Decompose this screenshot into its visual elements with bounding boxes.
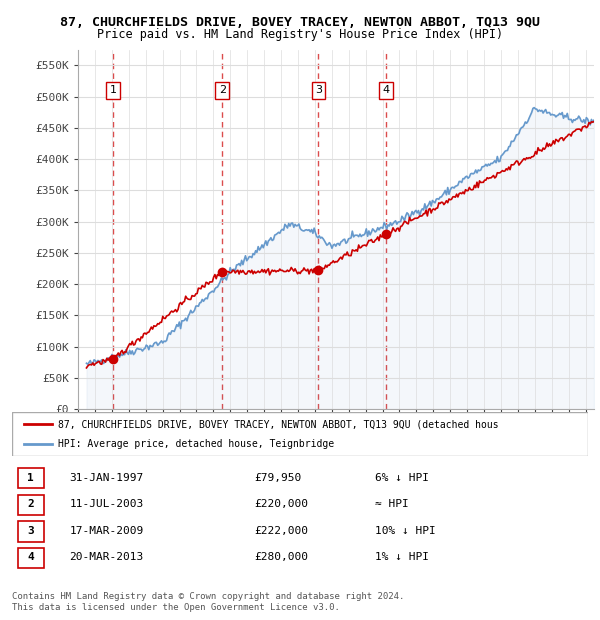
- Text: 3: 3: [315, 86, 322, 95]
- Text: ≈ HPI: ≈ HPI: [375, 499, 409, 509]
- Text: 2: 2: [28, 499, 34, 509]
- Text: 4: 4: [383, 86, 390, 95]
- Text: 10% ↓ HPI: 10% ↓ HPI: [375, 526, 436, 536]
- Text: 4: 4: [28, 552, 34, 562]
- Text: 31-JAN-1997: 31-JAN-1997: [70, 472, 144, 482]
- Text: Contains HM Land Registry data © Crown copyright and database right 2024.
This d: Contains HM Land Registry data © Crown c…: [12, 592, 404, 611]
- Text: £220,000: £220,000: [254, 499, 308, 509]
- Text: 20-MAR-2013: 20-MAR-2013: [70, 552, 144, 562]
- Text: £280,000: £280,000: [254, 552, 308, 562]
- FancyBboxPatch shape: [18, 521, 44, 542]
- Text: 3: 3: [28, 526, 34, 536]
- FancyBboxPatch shape: [12, 412, 588, 456]
- FancyBboxPatch shape: [18, 495, 44, 515]
- Text: 2: 2: [219, 86, 226, 95]
- Text: £222,000: £222,000: [254, 526, 308, 536]
- Text: 1: 1: [110, 86, 116, 95]
- Text: 87, CHURCHFIELDS DRIVE, BOVEY TRACEY, NEWTON ABBOT, TQ13 9QU: 87, CHURCHFIELDS DRIVE, BOVEY TRACEY, NE…: [60, 16, 540, 29]
- Text: £79,950: £79,950: [254, 472, 301, 482]
- Text: 1% ↓ HPI: 1% ↓ HPI: [375, 552, 429, 562]
- Text: 1: 1: [28, 472, 34, 482]
- Text: HPI: Average price, detached house, Teignbridge: HPI: Average price, detached house, Teig…: [58, 438, 334, 448]
- Text: 17-MAR-2009: 17-MAR-2009: [70, 526, 144, 536]
- Text: 11-JUL-2003: 11-JUL-2003: [70, 499, 144, 509]
- FancyBboxPatch shape: [18, 547, 44, 569]
- FancyBboxPatch shape: [18, 468, 44, 489]
- Text: 6% ↓ HPI: 6% ↓ HPI: [375, 472, 429, 482]
- Text: 87, CHURCHFIELDS DRIVE, BOVEY TRACEY, NEWTON ABBOT, TQ13 9QU (detached hous: 87, CHURCHFIELDS DRIVE, BOVEY TRACEY, NE…: [58, 420, 499, 430]
- Text: Price paid vs. HM Land Registry's House Price Index (HPI): Price paid vs. HM Land Registry's House …: [97, 28, 503, 41]
